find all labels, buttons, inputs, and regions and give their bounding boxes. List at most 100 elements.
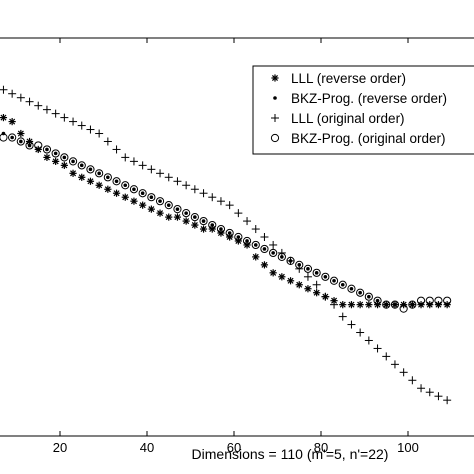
data-point <box>399 304 408 313</box>
data-point <box>52 157 60 165</box>
data-point <box>384 302 389 307</box>
data-point <box>408 376 417 385</box>
data-point <box>51 109 60 118</box>
data-point <box>332 278 336 283</box>
data-point <box>356 288 365 297</box>
data-point <box>138 161 147 170</box>
data-point <box>323 275 328 279</box>
data-point <box>236 235 241 239</box>
data-point <box>173 213 182 221</box>
data-point <box>243 217 252 226</box>
data-point <box>123 183 128 188</box>
legend-entry-label: LLL (original order) <box>291 111 405 126</box>
data-point <box>164 201 173 210</box>
data-point <box>190 185 199 194</box>
legend-marker <box>270 133 280 143</box>
legend-marker <box>273 96 277 100</box>
data-point <box>182 217 190 225</box>
x-tick-label: 40 <box>140 440 154 455</box>
data-point <box>19 139 23 144</box>
data-point <box>312 280 321 289</box>
data-point <box>390 300 400 309</box>
data-point <box>416 296 426 305</box>
legend-marker <box>271 74 279 82</box>
data-point <box>8 133 17 142</box>
data-point <box>60 113 69 122</box>
data-point <box>375 298 380 303</box>
data-point <box>271 251 275 255</box>
data-point <box>88 167 93 172</box>
data-point <box>86 177 95 185</box>
data-point <box>314 271 319 275</box>
data-point <box>95 169 104 178</box>
data-point <box>286 256 295 265</box>
data-point <box>425 296 434 305</box>
data-point <box>0 114 8 122</box>
data-point <box>191 221 199 229</box>
data-point <box>106 175 110 180</box>
data-point <box>199 216 208 226</box>
data-point <box>103 137 112 146</box>
data-point <box>295 281 303 289</box>
data-point <box>68 157 78 166</box>
data-point <box>112 177 121 186</box>
data-point <box>373 296 382 305</box>
data-point <box>95 129 104 138</box>
data-point <box>367 294 371 299</box>
data-point <box>25 141 34 150</box>
data-point <box>208 220 217 230</box>
data-point <box>269 248 278 258</box>
data-point <box>182 181 191 190</box>
data-point <box>216 224 226 234</box>
data-point <box>86 165 95 174</box>
data-point <box>227 231 232 235</box>
series-plus <box>0 85 452 405</box>
legend-entry-label: LLL (reverse order) <box>291 71 406 86</box>
data-point <box>16 137 25 146</box>
data-point <box>132 187 136 192</box>
data-point <box>77 121 86 130</box>
data-point <box>139 201 147 209</box>
data-point <box>112 189 121 197</box>
data-point <box>286 277 295 285</box>
data-point <box>164 173 173 182</box>
data-point <box>8 117 16 126</box>
legend-entry-label: BKZ-Prog. (reverse order) <box>291 91 447 106</box>
data-point <box>114 179 119 184</box>
data-point <box>0 85 8 94</box>
data-point <box>104 185 112 193</box>
data-point <box>69 169 77 177</box>
data-point <box>393 302 397 307</box>
data-point <box>242 236 252 246</box>
data-point <box>201 219 206 223</box>
data-point <box>86 125 95 134</box>
data-point <box>62 155 67 160</box>
data-point <box>364 336 373 345</box>
data-point <box>303 264 313 273</box>
data-point <box>8 89 17 98</box>
data-point <box>260 233 269 241</box>
series-dot <box>1 131 449 307</box>
data-point <box>358 290 362 295</box>
data-point <box>34 101 43 110</box>
data-point <box>251 240 260 250</box>
data-point <box>140 191 145 196</box>
data-point <box>42 105 51 114</box>
data-point <box>25 97 34 106</box>
data-point <box>147 193 156 202</box>
x-axis-label: Dimensions = 110 (m'=5, n'=22) <box>192 446 389 462</box>
data-point <box>434 296 443 305</box>
data-point <box>286 256 295 265</box>
data-point <box>347 284 356 293</box>
data-point <box>77 161 86 170</box>
data-point <box>165 213 173 221</box>
data-point <box>365 301 373 309</box>
data-point <box>373 344 382 353</box>
data-point <box>253 243 258 247</box>
data-point <box>199 189 208 198</box>
data-point <box>71 159 75 164</box>
data-point <box>34 141 43 150</box>
data-point <box>225 228 234 238</box>
data-point <box>16 93 25 102</box>
data-point <box>347 320 356 329</box>
